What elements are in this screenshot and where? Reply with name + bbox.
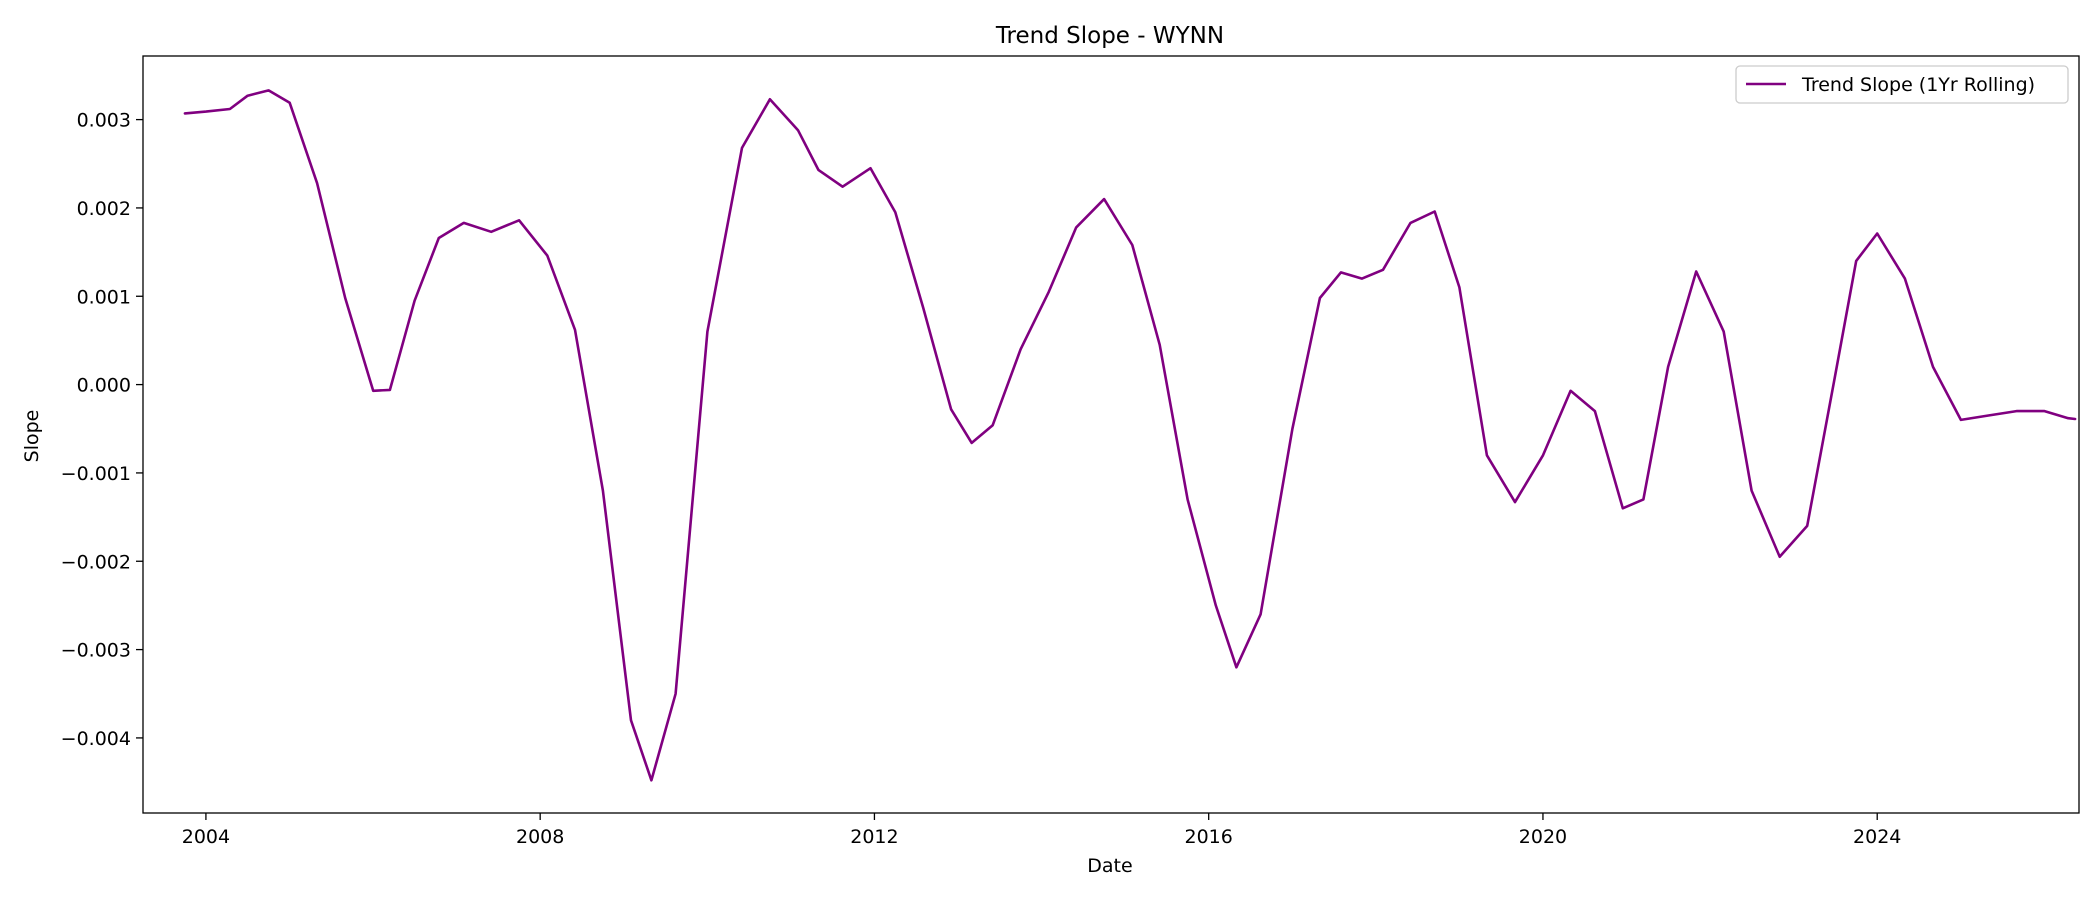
legend-box: [1735, 65, 2069, 104]
y-tick-label-1: 0.002: [77, 198, 131, 220]
y-tick-label-7: −0.004: [61, 728, 131, 750]
x-tick-label-2: 2012: [850, 826, 898, 848]
y-tick-label-2: 0.001: [77, 286, 131, 308]
x-tick-label-0: 2004: [182, 826, 230, 848]
y-axis-label: Slope: [21, 410, 43, 463]
y-tick-label-0: 0.003: [77, 110, 131, 132]
y-tick-label-6: −0.003: [61, 640, 131, 662]
legend: Trend Slope (1Yr Rolling): [1735, 65, 2069, 104]
x-tick-label-3: 2016: [1185, 826, 1233, 848]
y-tick-label-3: 0.000: [77, 375, 131, 397]
x-tick-label-4: 2020: [1519, 826, 1567, 848]
chart-title: Trend Slope - WYNN: [995, 23, 1224, 49]
legend-label: Trend Slope (1Yr Rolling): [1801, 74, 2035, 96]
y-tick-label-4: −0.001: [61, 463, 131, 485]
plot-frame: [142, 55, 2080, 814]
plot-area: [142, 55, 2080, 814]
x-tick-label-5: 2024: [1853, 826, 1901, 848]
series-line-0: [183, 89, 2077, 782]
y-axis: 0.003 0.002 0.001 0.000 −0.001 −0.002 −0.003 −0…: [61, 110, 143, 750]
y-tick-label-5: −0.002: [61, 551, 131, 573]
x-tick-label-1: 2008: [516, 826, 564, 848]
x-axis-label: Date: [1087, 855, 1132, 877]
x-axis: 2004 2008 2012 2016 2020 2024: [182, 813, 1901, 848]
